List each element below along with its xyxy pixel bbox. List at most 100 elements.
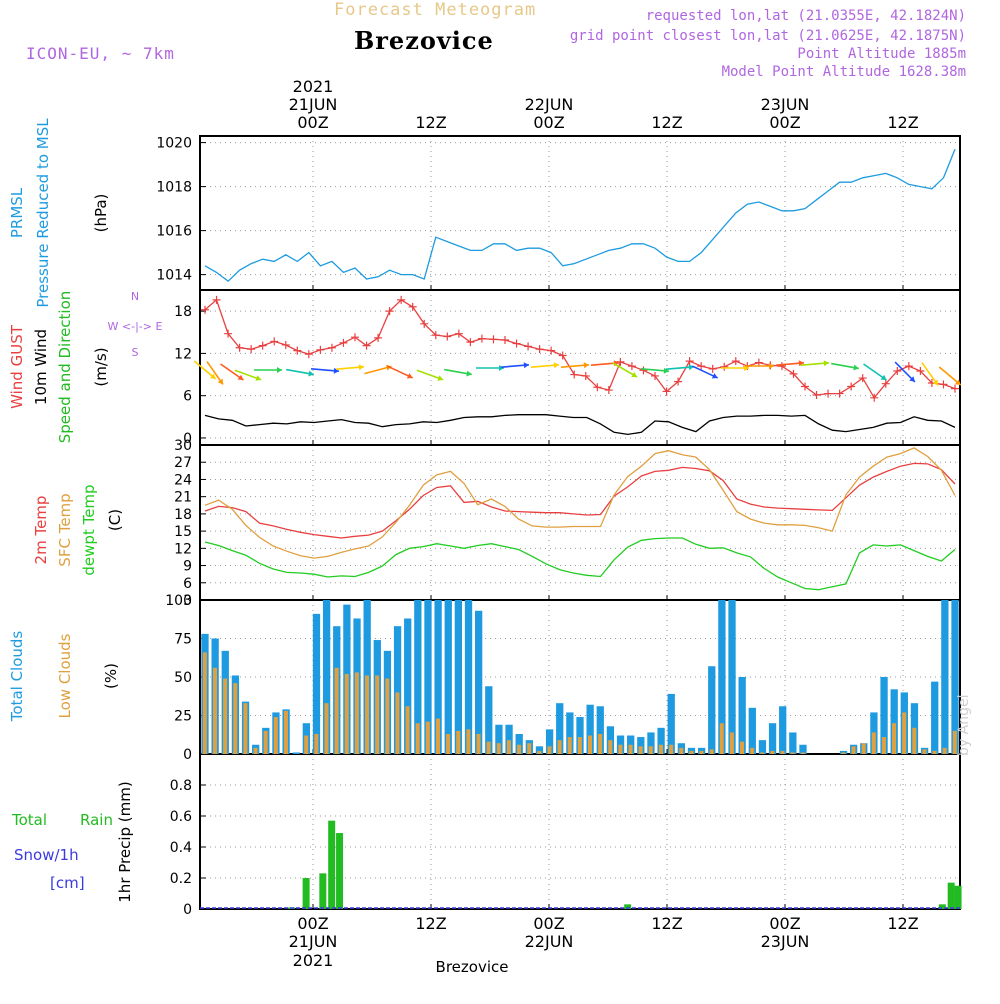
gust-marker [316, 345, 325, 354]
total-cloud-bar [424, 600, 432, 754]
y-tick-label: 6 [183, 576, 192, 592]
gust-marker [258, 341, 267, 350]
low-cloud-bar [304, 735, 309, 754]
total-cloud-bar [566, 712, 574, 754]
low-cloud-bar [729, 732, 734, 754]
gust-marker [824, 389, 833, 398]
total-cloud-bar [414, 600, 422, 754]
y-tick-label: 100 [165, 593, 192, 609]
wind-axis-title: 10m Wind [32, 329, 50, 405]
gust-marker [224, 329, 233, 338]
gust-marker [558, 351, 567, 360]
gust-marker [685, 357, 694, 366]
date-label: 21JUN [289, 932, 338, 951]
total-cloud-bar [890, 689, 898, 754]
low-cloud-bar [780, 750, 785, 754]
total-cloud-bar [434, 600, 442, 754]
y-tick-label: 18 [174, 304, 192, 320]
total-cloud-bar [657, 727, 665, 754]
gust-marker [547, 346, 556, 355]
wind-direction-arrow [286, 368, 314, 377]
precip-axis-title: 1hr Precip (mm) [116, 781, 134, 902]
wind-arrow-head [499, 365, 504, 371]
y-tick-label: 50 [174, 670, 192, 686]
gust-marker [593, 383, 602, 392]
total-cloud-bar [748, 707, 756, 754]
low-cloud-bar [638, 746, 643, 754]
y-tick-label: 3 [183, 593, 192, 609]
gust-marker [616, 357, 625, 366]
gust-marker [293, 346, 302, 355]
low-cloud-bar [892, 723, 897, 754]
wind-arrow-head [277, 367, 282, 373]
wind-arrow-head [769, 363, 774, 369]
gust-marker [397, 295, 406, 304]
wind-direction-arrow [560, 362, 590, 369]
total-cloud-bar [322, 600, 331, 754]
wind-arrow-head [583, 362, 589, 369]
time-tick-label: 00Z [297, 914, 328, 933]
low-cloud-bar [932, 750, 937, 754]
wind-arrow-head [466, 370, 472, 377]
gust-marker [408, 302, 417, 311]
low-cloud-bar [760, 752, 765, 754]
y-tick-label: 0 [183, 902, 192, 918]
precip-bar [302, 878, 310, 909]
y-tick-label: 25 [174, 709, 192, 725]
low-cloud-bar [861, 743, 866, 754]
y-tick-label: 30 [174, 438, 192, 454]
panel-frame [199, 289, 961, 446]
gust-marker [812, 390, 821, 399]
point-altitude: Point Altitude 1885m [797, 46, 966, 62]
total-cloud-bar [464, 600, 473, 754]
gust-marker [304, 350, 313, 359]
precip-bar [336, 833, 344, 909]
low-cloud-bar [648, 746, 653, 754]
total-cloud-bar [779, 706, 787, 754]
wind-direction-arrow [691, 365, 719, 379]
total-cloud-bar [444, 600, 452, 754]
low-cloud-bar [517, 744, 522, 754]
gust-marker [443, 332, 452, 341]
low-cloud-bar [212, 667, 217, 754]
gust-marker [351, 333, 359, 342]
total-cloud-bar [312, 613, 321, 754]
low-cloud-bar [952, 730, 957, 754]
wind-direction-arrow [416, 369, 444, 381]
gust-marker [535, 345, 544, 354]
wind-direction-arrow [831, 362, 859, 371]
total-cloud-bar [596, 706, 604, 754]
low-cloud-bar [435, 718, 440, 754]
low-cloud-bar [709, 749, 714, 754]
low-cloud-bar [253, 747, 258, 754]
total-cloud-bar [535, 746, 544, 754]
y-tick-label: 21 [174, 490, 192, 506]
total-clouds-axis-title: Total Clouds [8, 631, 26, 723]
wind-direction-arrow [444, 368, 472, 377]
wind-direction-arrow [612, 362, 638, 378]
wind-arrow-head [853, 364, 859, 371]
low-cloud-bar [365, 675, 370, 754]
gust-marker [570, 370, 579, 379]
wind-units: (m/s) [92, 347, 110, 386]
low-cloud-bar [476, 733, 481, 754]
low-cloud-bar [263, 730, 268, 754]
total-cloud-bar [505, 724, 513, 754]
low-cloud-bar [202, 652, 207, 754]
low-cloud-bar [375, 675, 380, 754]
wind-arrow-head [308, 370, 314, 377]
low-cloud-bar [537, 750, 542, 754]
low-cloud-bar [415, 723, 420, 754]
total-cloud-bar [758, 740, 767, 754]
wind-arrow-head [744, 365, 749, 371]
low-cloud-bar [800, 752, 805, 754]
low-cloud-bar [750, 747, 755, 754]
legend-snow: Snow/1h [14, 846, 79, 864]
pressure-axis-subtitle: Pressure Reduced to MSL [34, 118, 52, 308]
low-cloud-bar [669, 744, 674, 754]
low-cloud-bar [881, 737, 886, 754]
low-cloud-bar [577, 737, 582, 754]
low-cloud-bar [324, 703, 329, 754]
time-tick-label: 12Z [415, 113, 446, 132]
y-tick-label: 0.4 [170, 840, 192, 856]
